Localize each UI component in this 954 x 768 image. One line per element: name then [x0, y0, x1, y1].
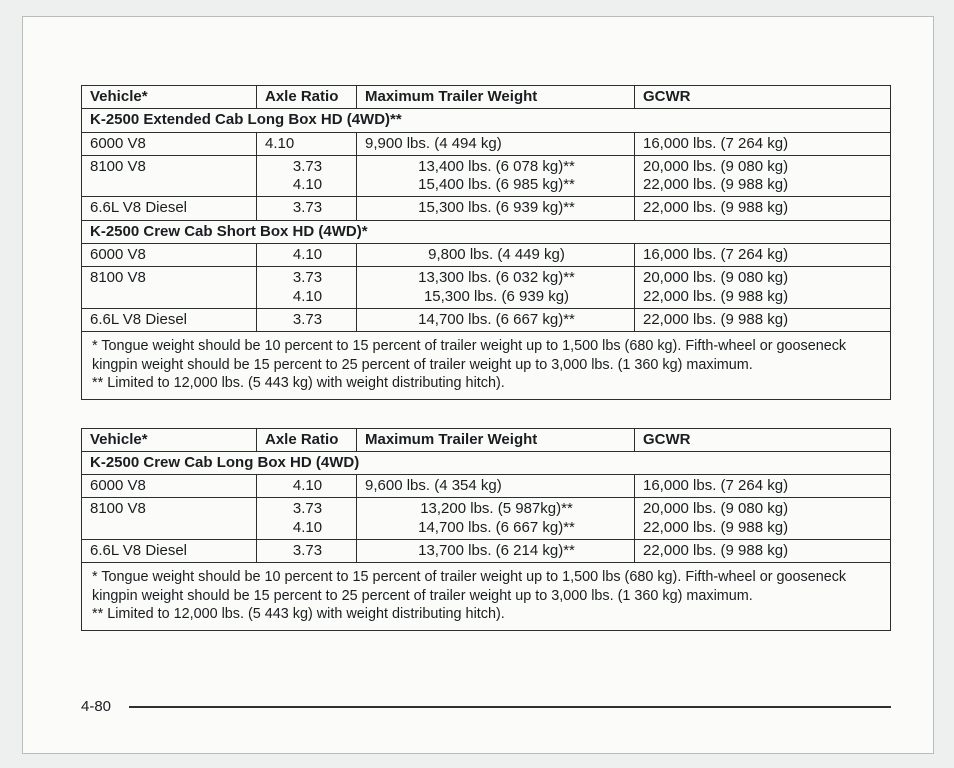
cell-maxwt: 13,400 lbs. (6 078 kg)**15,400 lbs. (6 9…	[357, 155, 635, 197]
cell-axle: 3.73	[257, 197, 357, 220]
footnote-a: * Tongue weight should be 10 percent to …	[92, 338, 846, 372]
table-row: 8100 V8 3.734.10 13,200 lbs. (5 987kg)**…	[82, 498, 891, 540]
cell-vehicle: 6.6L V8 Diesel	[82, 197, 257, 220]
col-maxwt: Maximum Trailer Weight	[357, 86, 635, 109]
table-footnote: * Tongue weight should be 10 percent to …	[82, 563, 891, 630]
table-gap	[81, 400, 891, 428]
cell-maxwt: 9,600 lbs. (4 354 kg)	[357, 475, 635, 498]
table-row: 6000 V8 4.10 9,800 lbs. (4 449 kg) 16,00…	[82, 244, 891, 267]
cell-maxwt: 14,700 lbs. (6 667 kg)**	[357, 308, 635, 331]
table-header-row: Vehicle* Axle Ratio Maximum Trailer Weig…	[82, 86, 891, 109]
section-heading: K-2500 Crew Cab Long Box HD (4WD)	[82, 451, 891, 474]
table-footnote: * Tongue weight should be 10 percent to …	[82, 332, 891, 399]
cell-axle: 3.73	[257, 308, 357, 331]
col-maxwt: Maximum Trailer Weight	[357, 428, 635, 451]
cell-maxwt: 9,900 lbs. (4 494 kg)	[357, 132, 635, 155]
cell-gcwr: 20,000 lbs. (9 080 kg)22,000 lbs. (9 988…	[635, 267, 891, 309]
cell-gcwr: 16,000 lbs. (7 264 kg)	[635, 132, 891, 155]
table-header-row: Vehicle* Axle Ratio Maximum Trailer Weig…	[82, 428, 891, 451]
cell-maxwt: 9,800 lbs. (4 449 kg)	[357, 244, 635, 267]
footnote-a: * Tongue weight should be 10 percent to …	[92, 569, 846, 603]
cell-vehicle: 6.6L V8 Diesel	[82, 540, 257, 563]
table-row: 6.6L V8 Diesel 3.73 13,700 lbs. (6 214 k…	[82, 540, 891, 563]
col-vehicle: Vehicle*	[82, 428, 257, 451]
cell-axle: 4.10	[257, 475, 357, 498]
footnote-b: ** Limited to 12,000 lbs. (5 443 kg) wit…	[92, 606, 505, 622]
table-row: 6000 V8 4.10 9,600 lbs. (4 354 kg) 16,00…	[82, 475, 891, 498]
col-gcwr: GCWR	[635, 428, 891, 451]
page-footer: 4-80	[81, 698, 891, 715]
footer-rule	[129, 706, 891, 708]
col-axle: Axle Ratio	[257, 86, 357, 109]
cell-vehicle: 8100 V8	[82, 267, 257, 309]
table-row: 8100 V8 3.734.10 13,400 lbs. (6 078 kg)*…	[82, 155, 891, 197]
cell-maxwt: 13,200 lbs. (5 987kg)**14,700 lbs. (6 66…	[357, 498, 635, 540]
cell-vehicle: 8100 V8	[82, 155, 257, 197]
cell-gcwr: 22,000 lbs. (9 988 kg)	[635, 308, 891, 331]
cell-vehicle: 6000 V8	[82, 132, 257, 155]
cell-axle: 4.10	[257, 244, 357, 267]
table-row: 6.6L V8 Diesel 3.73 14,700 lbs. (6 667 k…	[82, 308, 891, 331]
cell-vehicle: 8100 V8	[82, 498, 257, 540]
page: Vehicle* Axle Ratio Maximum Trailer Weig…	[22, 16, 934, 754]
cell-gcwr: 20,000 lbs. (9 080 kg)22,000 lbs. (9 988…	[635, 498, 891, 540]
section-heading: K-2500 Crew Cab Short Box HD (4WD)*	[82, 220, 891, 243]
cell-maxwt: 13,700 lbs. (6 214 kg)**	[357, 540, 635, 563]
cell-gcwr: 16,000 lbs. (7 264 kg)	[635, 244, 891, 267]
cell-gcwr: 22,000 lbs. (9 988 kg)	[635, 197, 891, 220]
cell-gcwr: 22,000 lbs. (9 988 kg)	[635, 540, 891, 563]
col-vehicle: Vehicle*	[82, 86, 257, 109]
towing-table-1: Vehicle* Axle Ratio Maximum Trailer Weig…	[81, 85, 891, 400]
cell-vehicle: 6000 V8	[82, 244, 257, 267]
cell-axle: 3.734.10	[257, 155, 357, 197]
col-gcwr: GCWR	[635, 86, 891, 109]
footnote-b: ** Limited to 12,000 lbs. (5 443 kg) wit…	[92, 375, 505, 391]
table-row: 8100 V8 3.734.10 13,300 lbs. (6 032 kg)*…	[82, 267, 891, 309]
towing-table-2: Vehicle* Axle Ratio Maximum Trailer Weig…	[81, 428, 891, 631]
table-row: 6.6L V8 Diesel 3.73 15,300 lbs. (6 939 k…	[82, 197, 891, 220]
cell-gcwr: 20,000 lbs. (9 080 kg)22,000 lbs. (9 988…	[635, 155, 891, 197]
cell-axle: 3.734.10	[257, 498, 357, 540]
cell-vehicle: 6.6L V8 Diesel	[82, 308, 257, 331]
cell-axle: 3.73	[257, 540, 357, 563]
content-area: Vehicle* Axle Ratio Maximum Trailer Weig…	[81, 85, 891, 631]
cell-vehicle: 6000 V8	[82, 475, 257, 498]
col-axle: Axle Ratio	[257, 428, 357, 451]
cell-maxwt: 15,300 lbs. (6 939 kg)**	[357, 197, 635, 220]
cell-axle: 3.734.10	[257, 267, 357, 309]
cell-axle: 4.10	[257, 132, 357, 155]
section-heading: K-2500 Extended Cab Long Box HD (4WD)**	[82, 109, 891, 132]
table-row: 6000 V8 4.10 9,900 lbs. (4 494 kg) 16,00…	[82, 132, 891, 155]
cell-gcwr: 16,000 lbs. (7 264 kg)	[635, 475, 891, 498]
page-number: 4-80	[81, 698, 129, 715]
cell-maxwt: 13,300 lbs. (6 032 kg)**15,300 lbs. (6 9…	[357, 267, 635, 309]
